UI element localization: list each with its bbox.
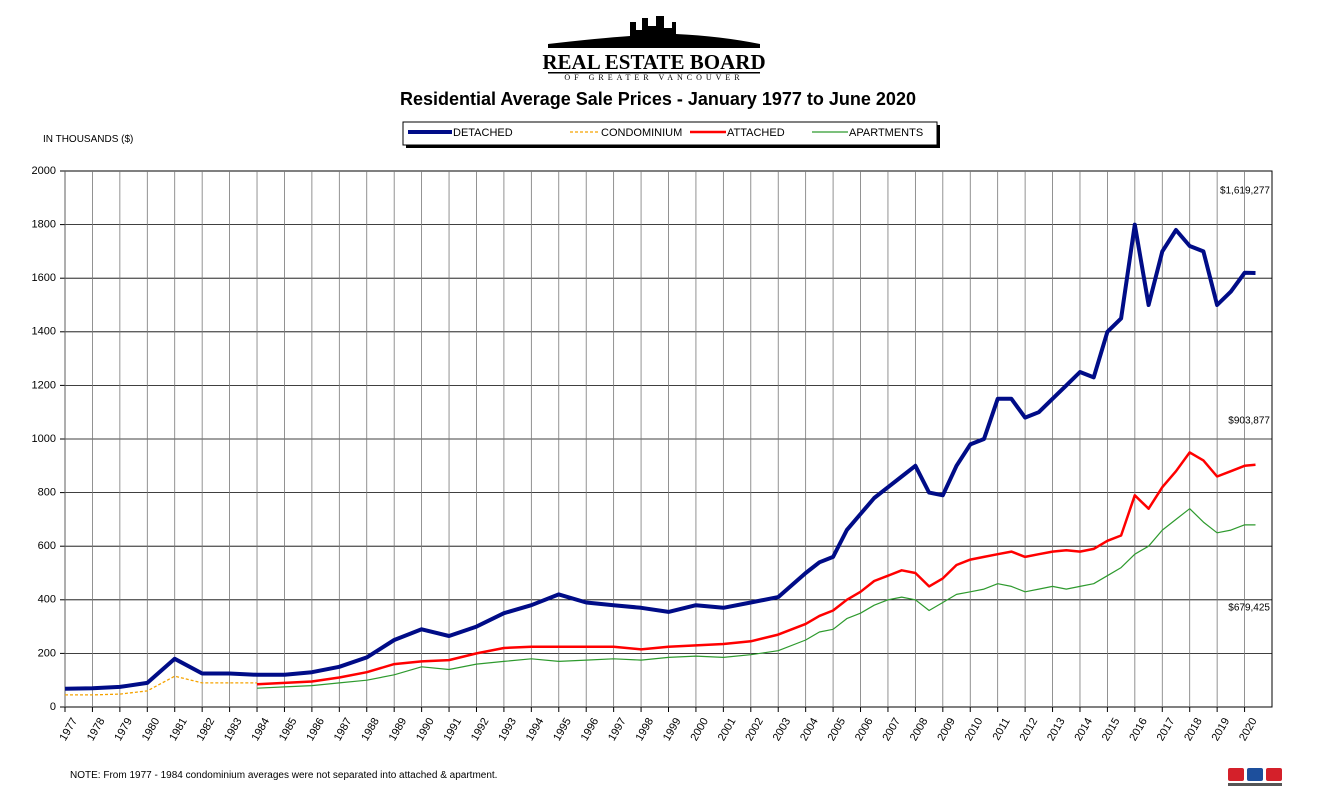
x-tick-label: 1978 (85, 716, 108, 743)
x-tick-label: 2000 (688, 716, 711, 743)
end-label: $1,619,277 (1220, 186, 1270, 197)
x-tick-label: 1990 (414, 716, 437, 743)
logo: REAL ESTATE BOARD OF GREATER VANCOUVER (542, 16, 766, 82)
legend-label: CONDOMINIUM (601, 127, 682, 139)
series-line (64, 222, 1256, 691)
series-line (256, 451, 1256, 686)
x-tick-label: 2020 (1237, 716, 1260, 743)
x-tick-label: 1991 (442, 716, 465, 743)
x-tick-label: 1977 (57, 716, 80, 743)
x-tick-label: 2015 (1100, 716, 1123, 743)
legend-label: APARTMENTS (849, 127, 923, 139)
x-tick-label: 1982 (195, 716, 218, 743)
x-tick-label: 1981 (167, 716, 190, 743)
x-tick-label: 1988 (359, 716, 382, 743)
series-line (65, 675, 257, 696)
y-tick-label: 2000 (32, 165, 56, 177)
y-tick-label: 800 (38, 487, 56, 499)
x-tick-label: 1979 (112, 716, 135, 743)
x-tick-label: 2006 (853, 716, 876, 743)
x-tick-label: 2019 (1210, 716, 1233, 743)
x-tick-label: 1984 (250, 716, 273, 743)
x-tick-label: 2010 (963, 716, 986, 743)
y-tick-label: 1000 (32, 433, 56, 445)
y-tick-label: 200 (38, 647, 56, 659)
x-tick-label: 2018 (1182, 716, 1205, 743)
x-tick-label: 1994 (524, 716, 547, 743)
y-tick-label: 1400 (32, 326, 56, 338)
x-tick-label: 1986 (304, 716, 327, 743)
x-tick-label: 1993 (496, 716, 519, 743)
y-tick-label: 0 (50, 701, 56, 713)
x-tick-label: 2007 (880, 716, 903, 743)
x-tick-label: 1999 (661, 716, 684, 743)
x-tick-label: 2002 (743, 716, 766, 743)
mls-logo (1228, 768, 1282, 786)
y-axis-label: IN THOUSANDS ($) (43, 134, 133, 145)
y-tick-label: 400 (38, 594, 56, 606)
legend-label: DETACHED (453, 127, 513, 139)
x-tick-label: 2014 (1072, 716, 1095, 743)
legend (402, 121, 938, 146)
x-tick-label: 1989 (387, 716, 410, 743)
x-tick-label: 2004 (798, 716, 821, 743)
y-tick-label: 1200 (32, 379, 56, 391)
series-line (256, 508, 1256, 689)
logo-name: REAL ESTATE BOARD (542, 50, 765, 74)
y-tick-label: 1800 (32, 219, 56, 231)
legend-label: ATTACHED (727, 127, 785, 139)
logo-subtitle: OF GREATER VANCOUVER (564, 73, 743, 82)
x-tick-label: 2005 (826, 716, 849, 743)
note: NOTE: From 1977 - 1984 condominium avera… (70, 770, 497, 781)
y-tick-label: 1600 (32, 272, 56, 284)
x-tick-label: 1992 (469, 716, 492, 743)
x-tick-label: 2008 (908, 716, 931, 743)
x-tick-label: 2013 (1045, 716, 1068, 743)
end-label: $903,877 (1228, 416, 1270, 427)
x-tick-label: 2016 (1127, 716, 1150, 743)
end-label: $679,425 (1228, 603, 1270, 614)
x-tick-label: 1980 (140, 716, 163, 743)
x-tick-label: 1998 (634, 716, 657, 743)
y-tick-label: 600 (38, 540, 56, 552)
x-tick-label: 2003 (771, 716, 794, 743)
x-tick-label: 1995 (551, 716, 574, 743)
chart-title: Residential Average Sale Prices - Januar… (400, 89, 916, 109)
x-tick-label: 2011 (991, 716, 1013, 742)
x-tick-label: 1996 (579, 716, 602, 743)
x-tick-label: 2009 (935, 716, 958, 743)
x-tick-label: 2001 (716, 716, 739, 743)
x-tick-label: 2017 (1155, 716, 1178, 743)
x-tick-label: 1985 (277, 716, 300, 743)
x-tick-label: 1997 (606, 716, 629, 743)
x-tick-label: 2012 (1018, 716, 1041, 743)
x-tick-label: 1987 (332, 716, 355, 743)
x-tick-label: 1983 (222, 716, 245, 743)
